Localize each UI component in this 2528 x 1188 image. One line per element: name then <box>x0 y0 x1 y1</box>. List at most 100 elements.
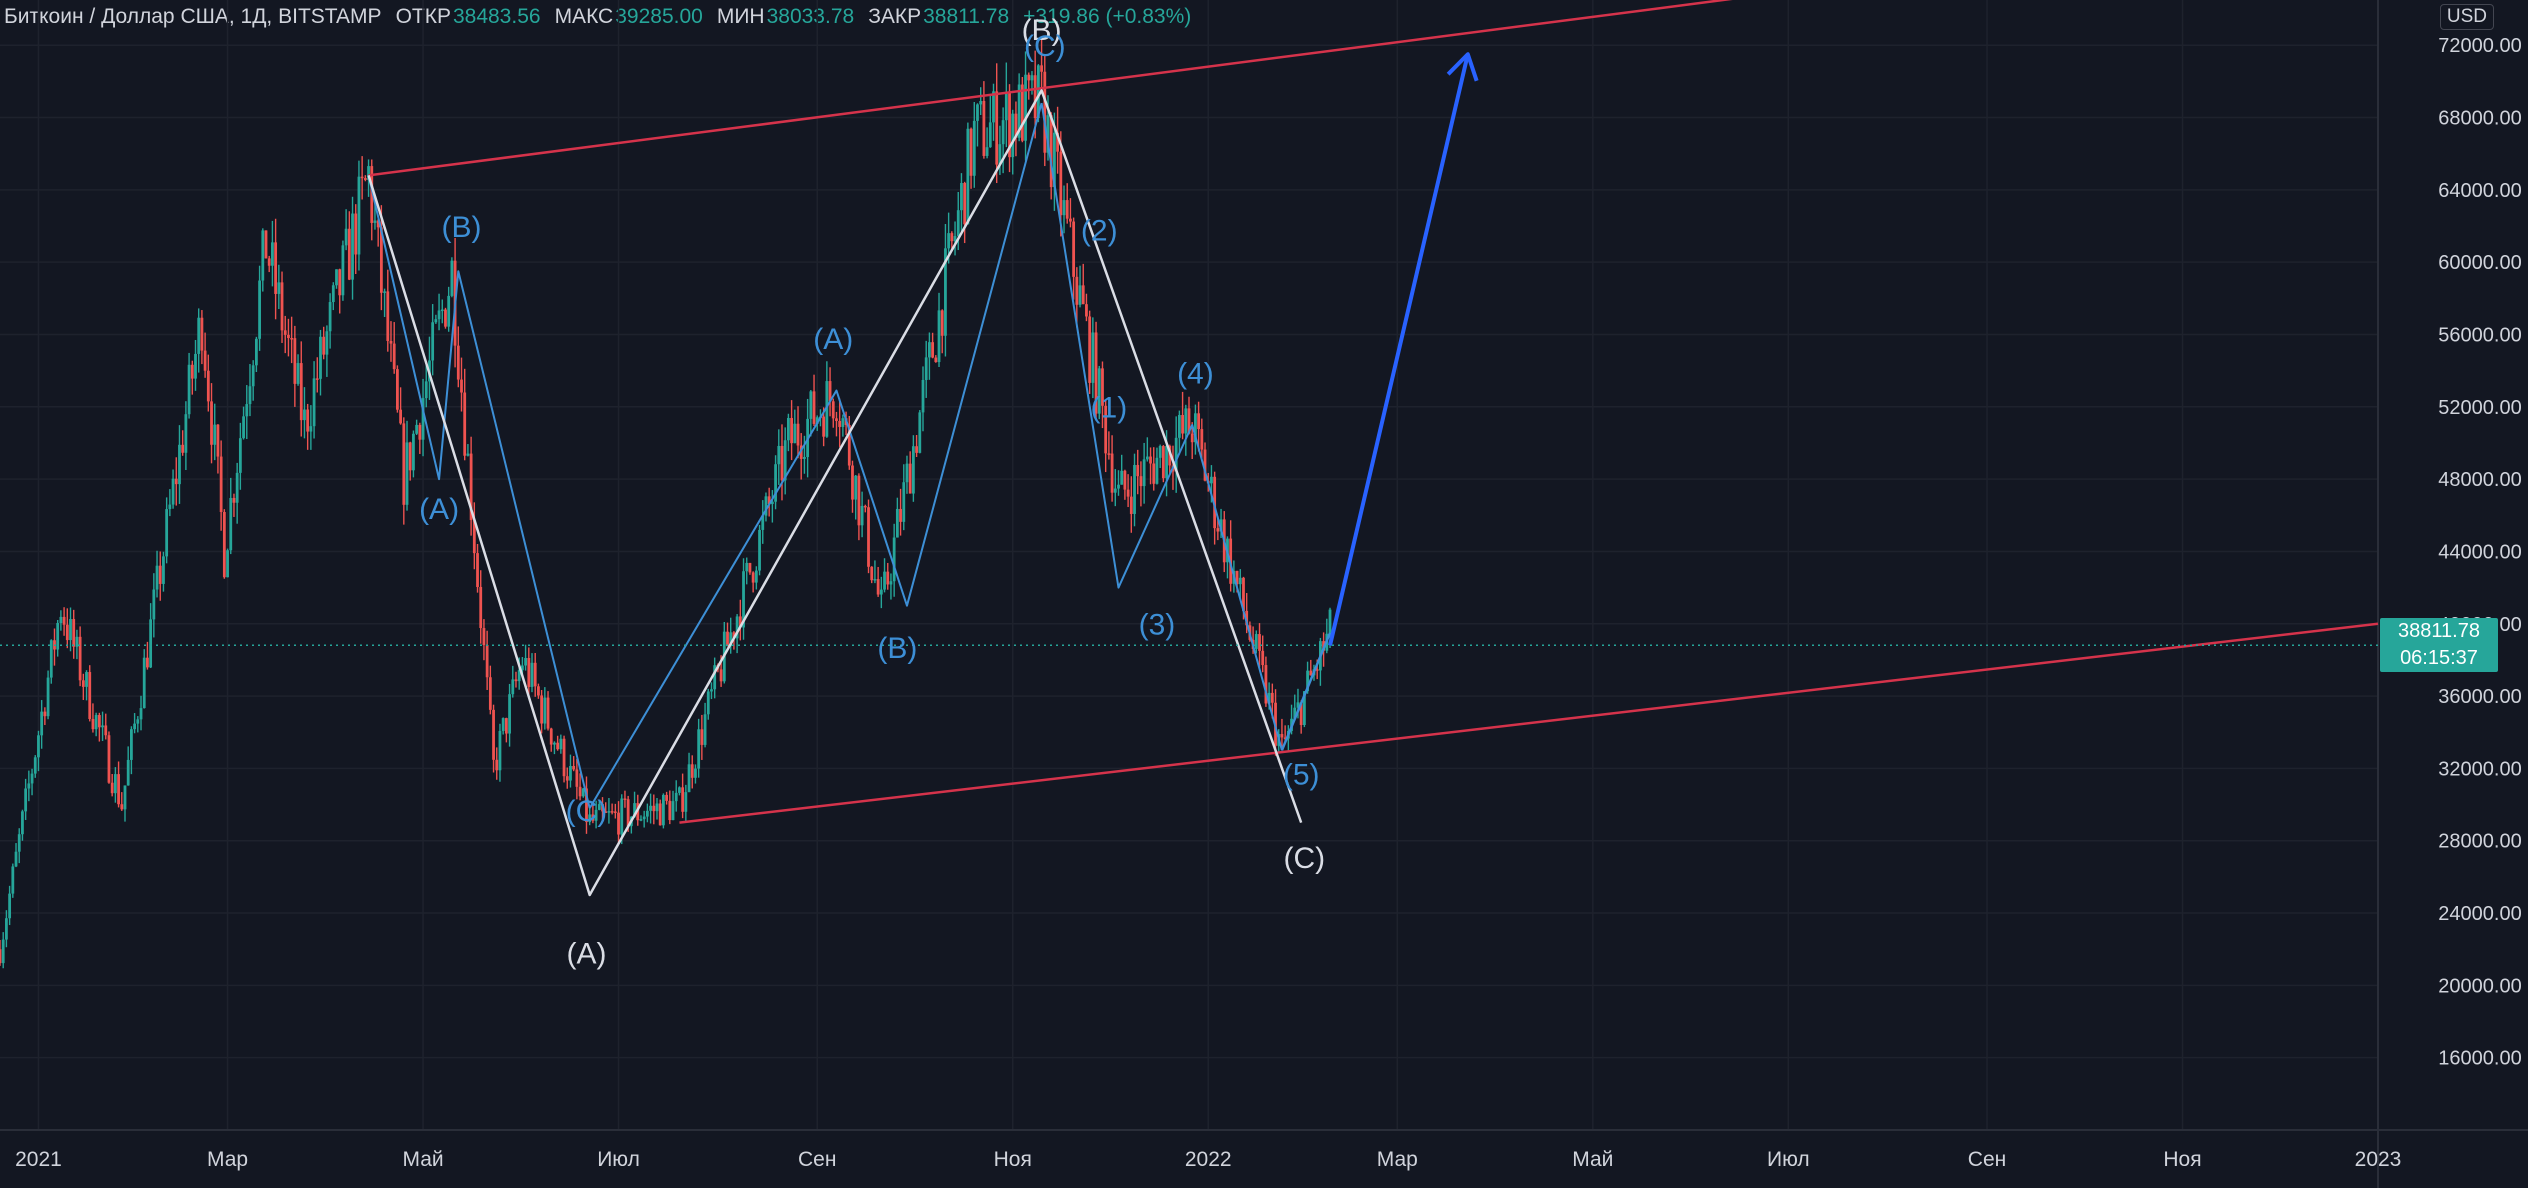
candle-body <box>1238 577 1242 585</box>
candle-body <box>229 497 233 551</box>
candle-body <box>88 672 92 720</box>
candle-body <box>799 445 803 459</box>
candle-body <box>65 624 69 641</box>
candle-body <box>1309 670 1313 676</box>
candle-body <box>235 472 239 503</box>
candle-body <box>835 418 838 422</box>
candle-body <box>764 496 768 516</box>
candle-body <box>537 686 540 696</box>
candle-body <box>790 417 793 444</box>
candle-body <box>296 363 300 384</box>
candle-body <box>786 417 790 441</box>
candle-body <box>1328 609 1332 634</box>
candle-body <box>354 213 358 255</box>
candle-body <box>620 798 624 835</box>
candle-body <box>729 632 733 647</box>
close-value: 38811.78 <box>923 5 1010 28</box>
candle-body <box>581 788 585 797</box>
candle-body <box>694 768 697 778</box>
wave-label: (2) <box>1081 214 1118 247</box>
projection-arrow-head <box>1446 52 1479 82</box>
candle-body <box>1219 519 1223 532</box>
candle-body <box>251 365 255 387</box>
candle-body <box>139 708 143 720</box>
candle-body <box>706 691 710 715</box>
candle-body <box>85 672 88 687</box>
wave-label: (C) <box>1284 842 1326 875</box>
candle-body <box>578 786 582 797</box>
candle-body <box>8 893 12 919</box>
candle-body <box>344 228 348 246</box>
candle-body <box>604 811 608 813</box>
channel-lower-line <box>679 622 2379 824</box>
time-tick-label: Ноя <box>2163 1148 2201 1171</box>
candle-body <box>533 662 537 687</box>
candle-body <box>758 529 761 571</box>
candle-body <box>200 317 204 351</box>
high-value: 39285.00 <box>615 5 703 28</box>
candle-body <box>1306 670 1309 692</box>
candle-body <box>546 697 550 729</box>
candle-body <box>863 505 867 508</box>
candle-body <box>287 334 290 339</box>
candle-body <box>210 401 213 445</box>
candle-body <box>543 697 547 724</box>
candle-body <box>331 285 335 303</box>
candle-body <box>219 456 223 512</box>
candle-body <box>1197 413 1201 430</box>
candle-body <box>386 291 390 341</box>
candle-body <box>601 804 604 812</box>
candle-body <box>735 616 739 639</box>
candle-body <box>886 571 890 585</box>
candle-body <box>299 363 303 421</box>
time-tick-label: 2022 <box>1185 1148 1232 1171</box>
candle-body <box>1270 692 1274 703</box>
candle-body <box>508 694 511 734</box>
candle-body <box>783 440 787 481</box>
candle-body <box>37 735 40 758</box>
candle-body <box>1043 71 1047 153</box>
candle-body <box>142 657 146 709</box>
candle-body <box>197 317 201 354</box>
candle-body <box>1107 453 1111 455</box>
candle-body <box>572 766 576 770</box>
candle-body <box>963 183 967 225</box>
wave-label: (A) <box>566 938 606 971</box>
candle-body <box>1 939 5 964</box>
candle-body <box>780 445 784 481</box>
symbol-title[interactable]: Биткоин / Доллар США, 1Д, BITSTAMP <box>4 5 382 28</box>
candle-body <box>892 537 896 582</box>
candle-body <box>158 565 162 584</box>
candle-body <box>1091 332 1095 383</box>
candle-body <box>950 233 954 242</box>
candle-body <box>1056 132 1060 152</box>
candle-body <box>418 424 422 440</box>
candle-body <box>1242 577 1245 611</box>
candle-body <box>1113 488 1117 493</box>
candle-body <box>1315 669 1319 671</box>
candle-body <box>1136 464 1140 477</box>
candle-body <box>553 742 556 745</box>
candle-body <box>995 91 999 165</box>
candle-body <box>383 291 386 293</box>
time-tick-label: 2023 <box>2355 1148 2402 1171</box>
candle-body <box>591 814 595 821</box>
candle-body <box>562 738 566 777</box>
price-tick-label: 72000.00 <box>2438 35 2521 57</box>
candle-body <box>187 364 191 415</box>
candle-body <box>982 100 986 156</box>
candle-body <box>1184 408 1188 434</box>
candle-body <box>424 381 428 399</box>
candle-body <box>1261 650 1265 666</box>
currency-button[interactable]: USD <box>2439 4 2494 30</box>
candle-body <box>726 631 729 647</box>
candle-body <box>847 425 851 466</box>
wave-label: (B) <box>1022 14 1062 47</box>
candle-body <box>1302 691 1306 726</box>
candle-body <box>825 381 829 437</box>
candle-body <box>1133 464 1136 514</box>
candle-body <box>1030 75 1034 81</box>
low-value: 38033.78 <box>766 5 855 28</box>
candle-body <box>940 310 944 336</box>
